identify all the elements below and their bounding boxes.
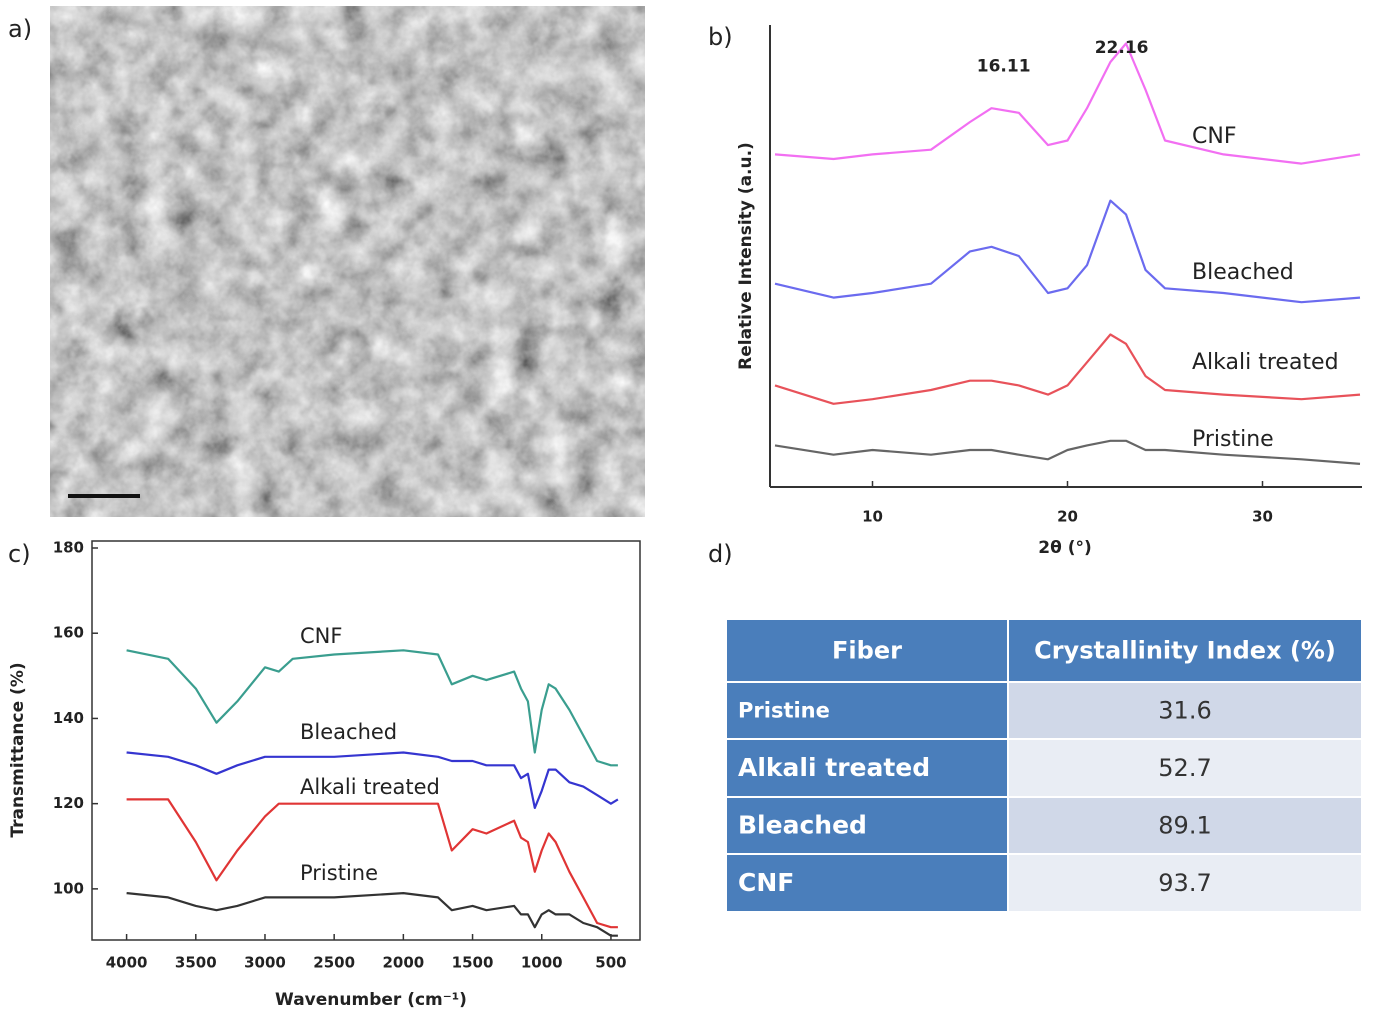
x-tick-label: 10 [862, 508, 883, 526]
y-tick-label: 120 [53, 794, 84, 812]
fiber-text: Bleached [738, 811, 867, 840]
panel-label: c) [8, 540, 31, 568]
table: Fiber Crystallinity Index (%) Pristine 31.6… [727, 620, 1361, 911]
series-label: Bleached [300, 720, 397, 744]
value-text: 89.1 [1158, 812, 1211, 840]
y-tick-label: 140 [53, 709, 84, 727]
y-tick-label: 100 [53, 879, 84, 897]
series-line [127, 650, 618, 765]
x-tick-label: 3500 [175, 954, 217, 972]
panel-label: d) [708, 540, 733, 568]
x-tick-label: 1000 [521, 954, 563, 972]
x-tick-label: 2000 [382, 954, 424, 972]
x-axis-label: Wavenumber (cm⁻¹) [275, 990, 467, 1010]
fiber-text: Pristine [738, 699, 830, 723]
x-tick-label: 4000 [106, 954, 148, 972]
header-text: Fiber [832, 637, 902, 665]
y-axis-label: Transmittance (%) [8, 662, 28, 837]
series-line [775, 44, 1360, 164]
series-label: Bleached [1192, 260, 1294, 285]
header-text: Crystallinity Index (%) [1034, 637, 1336, 665]
series-label: CNF [300, 624, 342, 648]
x-tick-label: 20 [1057, 508, 1078, 526]
fiber-text: CNF [738, 868, 794, 897]
x-tick-label: 30 [1252, 508, 1273, 526]
value-text: 31.6 [1158, 697, 1211, 725]
x-tick-label: 3000 [244, 954, 286, 972]
x-tick-label: 1500 [452, 954, 494, 972]
y-tick-label: 160 [53, 624, 84, 642]
panel-label: b) [708, 23, 733, 51]
panel-label: a) [8, 15, 32, 43]
y-tick-label: 180 [53, 539, 84, 557]
value-text: 52.7 [1158, 754, 1211, 782]
y-axis-label: Relative Intensity (a.u.) [736, 142, 756, 370]
series-line [127, 893, 618, 936]
x-tick-label: 500 [595, 954, 626, 972]
annotation: 16.11 [977, 57, 1031, 77]
series-label: CNF [1192, 124, 1236, 149]
figure: a) b) c) d) Fiber Crystallinity Index (%)… [0, 0, 1374, 1016]
series-line [775, 201, 1360, 303]
x-tick-label: 2500 [313, 954, 355, 972]
series-label: Alkali treated [1192, 350, 1339, 375]
annotation: 22.16 [1095, 38, 1149, 58]
fiber-text: Alkali treated [738, 753, 930, 782]
series-label: Pristine [300, 861, 378, 885]
tem-texture [50, 6, 645, 517]
value-text: 93.7 [1158, 869, 1211, 897]
series-label: Alkali treated [300, 775, 440, 799]
x-axis-label: 2θ (°) [1038, 538, 1091, 558]
series-label: Pristine [1192, 427, 1274, 452]
